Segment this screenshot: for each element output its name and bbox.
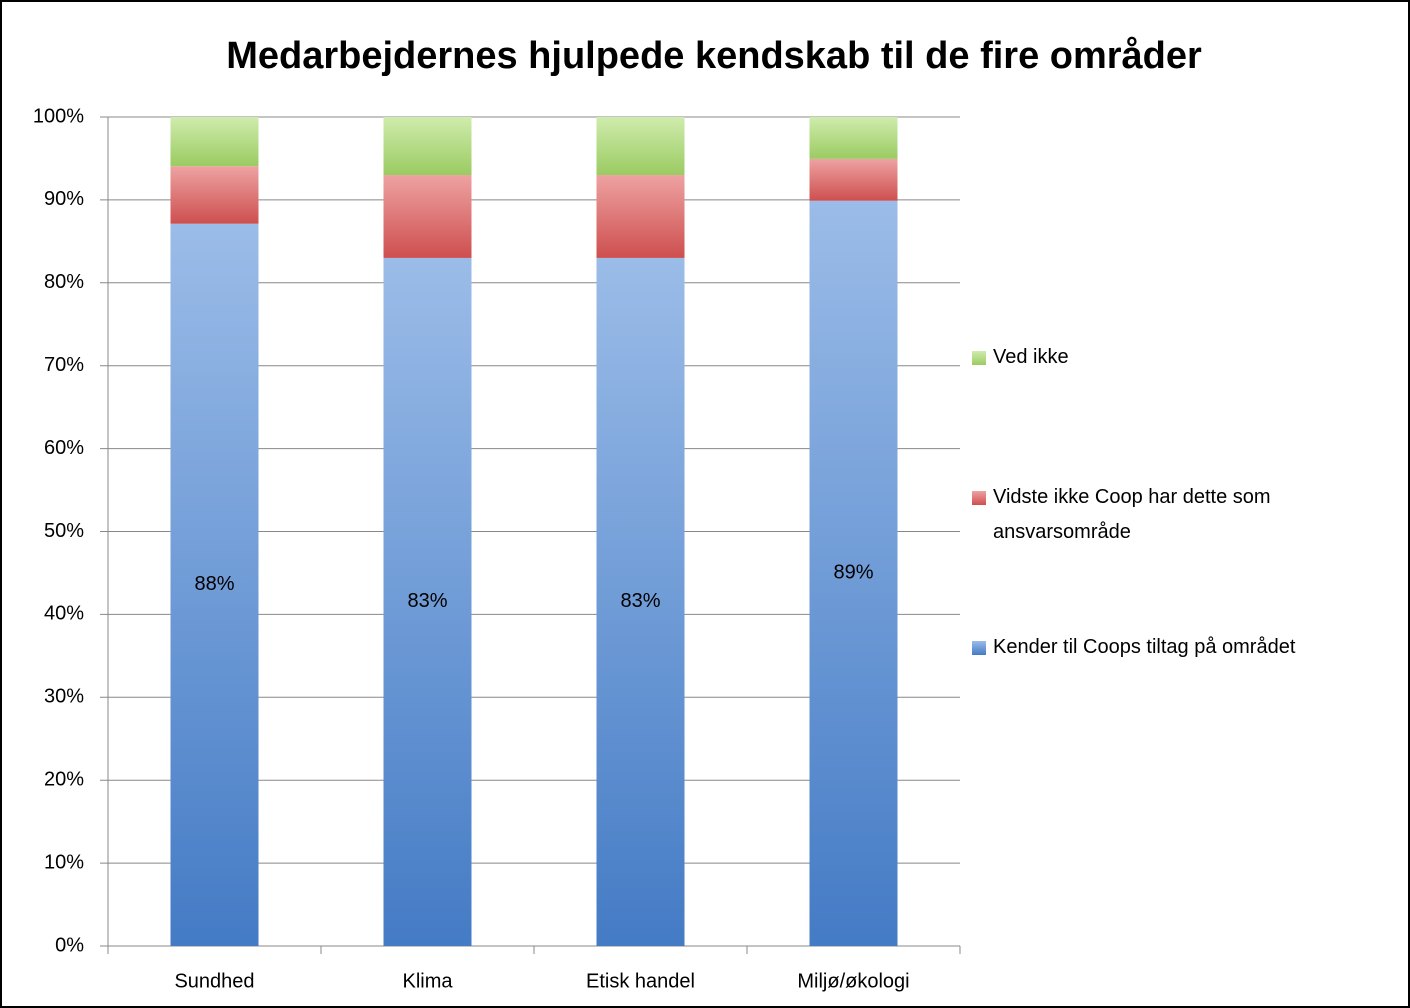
y-tick-label: 10% <box>44 851 84 873</box>
bar-segment <box>170 166 259 224</box>
legend-label: Ved ikke <box>993 346 1069 368</box>
y-tick-label: 60% <box>44 437 84 459</box>
bar-segment <box>809 200 898 947</box>
y-tick-label: 0% <box>55 934 84 956</box>
y-tick-label: 80% <box>44 271 84 293</box>
legend-label: Kender til Coops tiltag på området <box>993 636 1296 658</box>
y-tick-label: 20% <box>44 768 84 790</box>
legend-item: Ved ikke <box>972 340 1392 375</box>
legend-swatch <box>972 351 986 365</box>
data-label: 83% <box>407 590 447 612</box>
bar-segment <box>383 117 472 176</box>
y-tick-label: 100% <box>33 105 84 127</box>
x-tick-label: Sundhed <box>174 970 254 992</box>
bar-segment <box>596 175 685 258</box>
data-label: 88% <box>194 573 234 595</box>
data-label: 89% <box>833 562 873 584</box>
y-tick-label: 70% <box>44 354 84 376</box>
y-tick-label: 30% <box>44 686 84 708</box>
bar-segment <box>170 117 259 167</box>
y-tick-label: 40% <box>44 603 84 625</box>
x-tick-label: Klima <box>402 970 453 992</box>
x-tick-label: Etisk handel <box>586 970 695 992</box>
bar-segment <box>170 223 259 946</box>
bar-segment <box>809 117 898 159</box>
legend-swatch <box>972 491 986 505</box>
legend-item: Vidste ikke Coop har dette som ansvarsom… <box>972 480 1392 550</box>
bar-segment <box>596 117 685 176</box>
y-tick-label: 50% <box>44 520 84 542</box>
y-tick-label: 90% <box>44 188 84 210</box>
legend-label: Vidste ikke Coop har dette som ansvarsom… <box>993 486 1271 543</box>
legend-swatch <box>972 641 986 655</box>
legend-item: Kender til Coops tiltag på området <box>972 630 1392 665</box>
x-tick-label: Miljø/økologi <box>797 970 909 992</box>
bar-segment <box>596 257 685 946</box>
bar-segment <box>809 158 898 201</box>
data-label: 83% <box>620 590 660 612</box>
chart-title: Medarbejdernes hjulpede kendskab til de … <box>226 35 1202 77</box>
bar-segment <box>383 257 472 946</box>
bar-segment <box>383 175 472 258</box>
